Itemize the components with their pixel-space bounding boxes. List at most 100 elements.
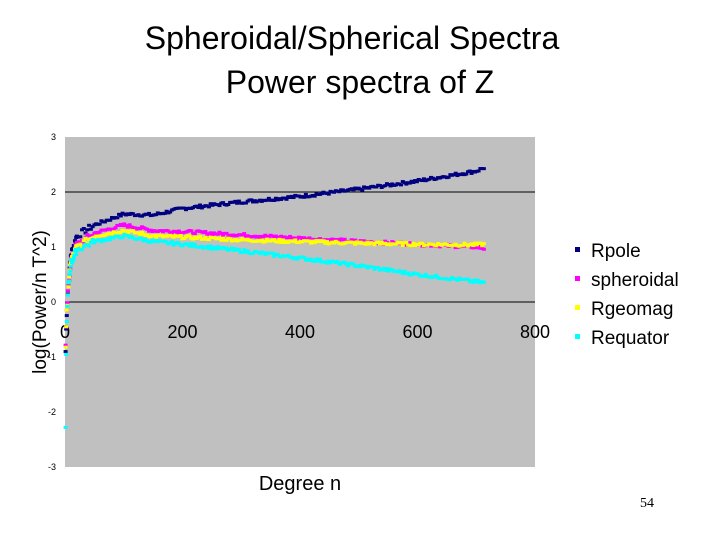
legend-item: Rgeomag (575, 299, 673, 320)
data-point (88, 227, 93, 231)
data-point (386, 269, 391, 273)
data-point (233, 237, 238, 241)
data-point (265, 237, 270, 241)
data-point (187, 244, 192, 248)
data-point (131, 229, 136, 233)
data-point (464, 172, 469, 176)
x-tick-label: 200 (167, 322, 197, 342)
data-point (480, 244, 485, 248)
data-point (74, 252, 79, 256)
data-point (221, 201, 226, 205)
data-point (236, 247, 241, 251)
data-point (64, 327, 69, 331)
data-point (481, 167, 486, 171)
data-point (120, 223, 125, 227)
data-point (469, 171, 474, 175)
data-point (353, 242, 358, 246)
data-point (388, 184, 393, 188)
data-point (291, 196, 296, 200)
data-point (191, 237, 196, 241)
data-point (176, 229, 181, 233)
data-point (312, 241, 317, 245)
data-point (236, 199, 241, 203)
data-point (309, 257, 314, 261)
data-point (272, 238, 277, 242)
data-point (279, 234, 284, 238)
data-point (266, 196, 271, 200)
data-point (187, 234, 192, 238)
data-point (80, 248, 85, 252)
data-point (81, 226, 86, 230)
data-point (312, 259, 317, 263)
data-point (74, 248, 79, 252)
data-point (136, 231, 141, 235)
data-point (448, 278, 453, 282)
data-point (164, 240, 169, 244)
data-point (476, 244, 481, 248)
data-point (99, 240, 104, 244)
data-point (323, 241, 328, 245)
data-point (363, 264, 368, 268)
data-point (259, 238, 264, 242)
data-point (64, 352, 69, 356)
data-point (122, 222, 127, 226)
data-point (145, 227, 150, 231)
data-point (469, 242, 474, 246)
data-point (335, 237, 340, 241)
data-point (481, 280, 486, 284)
x-tick-label: 0 (60, 322, 70, 342)
data-point (337, 190, 342, 194)
data-point (208, 231, 213, 235)
data-point (471, 246, 476, 250)
data-point (125, 225, 130, 229)
x-tick-label: 600 (402, 322, 432, 342)
data-point (70, 261, 75, 265)
data-point (332, 190, 337, 194)
legend-marker (575, 305, 580, 310)
data-point (63, 425, 68, 429)
data-point (434, 244, 439, 248)
data-point (427, 177, 432, 181)
data-point (399, 183, 404, 187)
data-point (111, 236, 116, 240)
data-point (381, 266, 386, 270)
data-point (145, 233, 150, 237)
data-point (213, 247, 218, 251)
data-point (411, 241, 416, 245)
data-point (342, 237, 347, 241)
data-point (399, 241, 404, 245)
data-point (147, 211, 152, 215)
data-point (231, 248, 236, 252)
data-point (376, 240, 381, 244)
data-point (171, 235, 176, 239)
data-point (302, 236, 307, 240)
data-point (180, 244, 185, 248)
data-point (65, 301, 70, 305)
data-point (92, 241, 97, 245)
data-point (71, 256, 76, 260)
data-point (88, 240, 93, 244)
data-point (469, 279, 474, 283)
data-point (346, 264, 351, 268)
data-point (372, 267, 377, 271)
data-point (198, 203, 203, 207)
data-point (210, 233, 215, 237)
data-point (104, 238, 109, 242)
data-point (307, 239, 312, 243)
data-point (90, 237, 95, 241)
data-point (325, 261, 330, 265)
data-point (217, 236, 222, 240)
data-point (453, 171, 458, 175)
data-point (201, 237, 206, 241)
data-point (407, 181, 412, 185)
data-point (169, 231, 174, 235)
data-point (215, 245, 220, 249)
data-point (242, 232, 247, 236)
data-point (351, 262, 356, 266)
data-point (182, 206, 187, 210)
data-point (224, 246, 229, 250)
data-point (164, 209, 169, 213)
data-point (263, 239, 268, 243)
data-point (182, 237, 187, 241)
data-point (309, 241, 314, 245)
